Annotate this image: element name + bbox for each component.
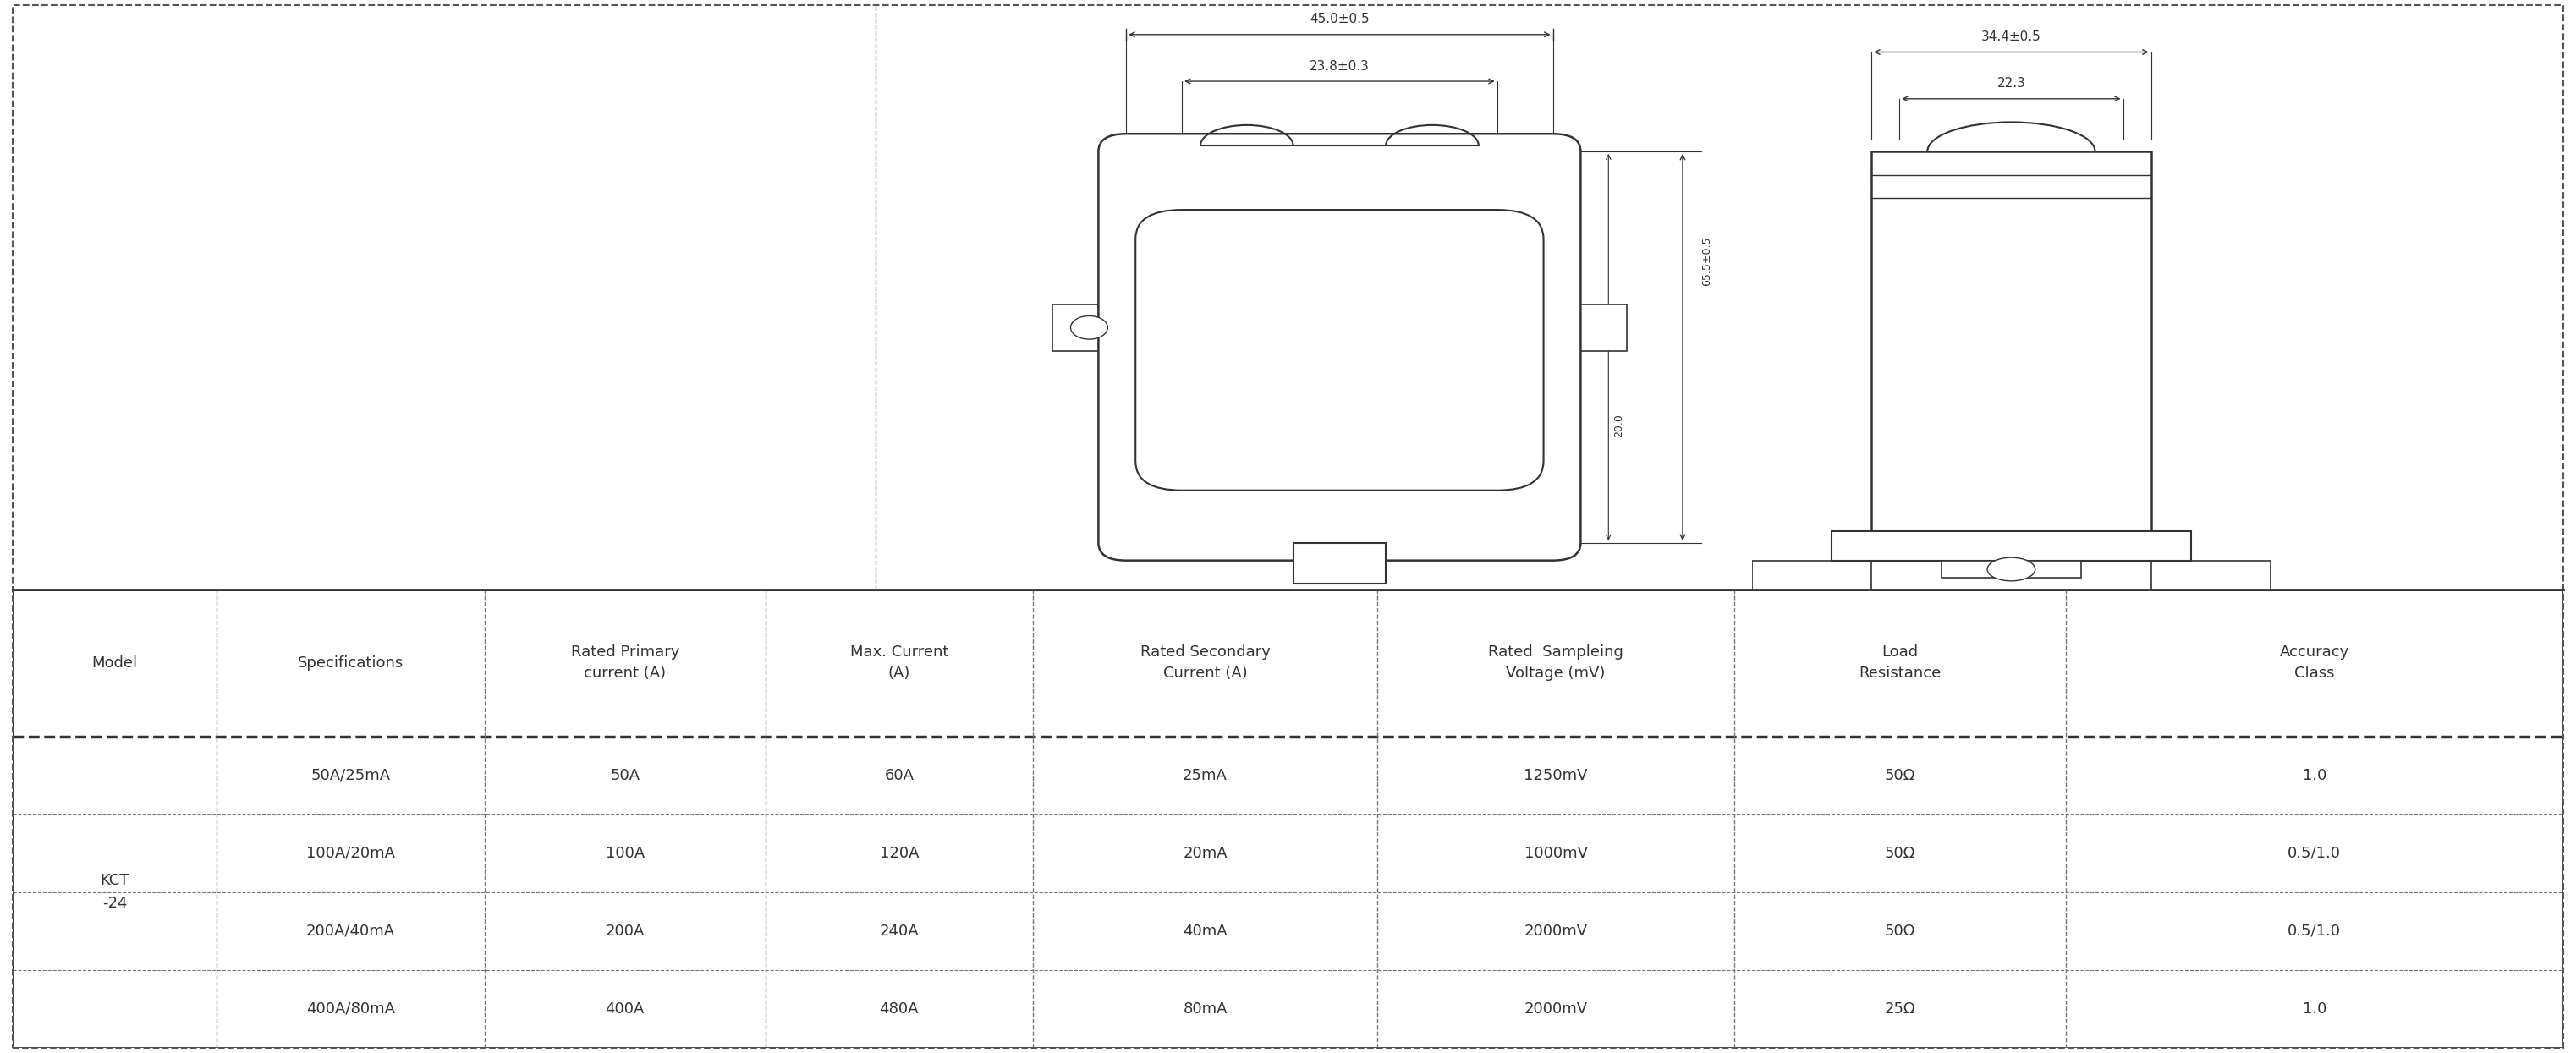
Text: 2000mV: 2000mV	[1525, 923, 1587, 938]
Text: Model: Model	[93, 655, 137, 671]
Text: 45.0±0.5: 45.0±0.5	[1309, 13, 1370, 25]
FancyBboxPatch shape	[1097, 134, 1582, 560]
Text: 40mA: 40mA	[1182, 923, 1226, 938]
Text: 50Ω: 50Ω	[1886, 846, 1917, 860]
Text: 1.0: 1.0	[2303, 768, 2326, 782]
Text: 240A: 240A	[878, 923, 920, 938]
Text: 1.0: 1.0	[2303, 1001, 2326, 1016]
Text: 50A: 50A	[611, 768, 639, 782]
Text: 50Ω: 50Ω	[1886, 923, 1917, 938]
Circle shape	[1072, 316, 1108, 339]
Text: 20mA: 20mA	[1182, 846, 1226, 860]
FancyBboxPatch shape	[1136, 210, 1543, 491]
Text: 1250mV: 1250mV	[1525, 768, 1587, 782]
Bar	[2151, 560, 2272, 608]
Text: Rated Primary
current (A): Rated Primary current (A)	[572, 644, 680, 681]
Text: 65.5±0.5: 65.5±0.5	[1700, 236, 1713, 285]
Ellipse shape	[1986, 557, 2035, 581]
Text: Rated Secondary
Current (A): Rated Secondary Current (A)	[1141, 644, 1270, 681]
Text: 200A/40mA: 200A/40mA	[307, 923, 394, 938]
Bar	[1870, 152, 2151, 532]
Text: 34.4±0.5: 34.4±0.5	[1981, 31, 2040, 43]
Text: 480A: 480A	[878, 1001, 920, 1016]
Text: 80mA: 80mA	[1182, 1001, 1226, 1016]
Bar	[1553, 304, 1628, 351]
Text: Max. Current
(A): Max. Current (A)	[850, 644, 948, 681]
Bar	[1293, 543, 1386, 583]
Bar	[1752, 560, 1870, 608]
Bar	[1832, 531, 2192, 560]
Bar	[1051, 304, 1126, 351]
Text: 50Ω: 50Ω	[1886, 768, 1917, 782]
Text: 100A/20mA: 100A/20mA	[307, 846, 394, 860]
Text: 0.5/1.0: 0.5/1.0	[2287, 846, 2342, 860]
Bar	[1942, 560, 2081, 578]
Text: 50A/25mA: 50A/25mA	[312, 768, 392, 782]
Text: Load
Resistance: Load Resistance	[1860, 644, 1942, 681]
Text: 20.0: 20.0	[1613, 414, 1623, 437]
Text: 120A: 120A	[878, 846, 920, 860]
Text: 25mA: 25mA	[1182, 768, 1229, 782]
Text: 400A: 400A	[605, 1001, 644, 1016]
Text: 0.5/1.0: 0.5/1.0	[2287, 923, 2342, 938]
Text: 60A: 60A	[884, 768, 914, 782]
Text: Specifications: Specifications	[299, 655, 404, 671]
Text: 2000mV: 2000mV	[1525, 1001, 1587, 1016]
Text: Accuracy
Class: Accuracy Class	[2280, 644, 2349, 681]
Text: KCT
-24: KCT -24	[100, 873, 129, 911]
Text: 200A: 200A	[605, 923, 644, 938]
Text: 100A: 100A	[605, 846, 644, 860]
Text: 22.3: 22.3	[1996, 77, 2025, 90]
Text: Rated  Sampleing
Voltage (mV): Rated Sampleing Voltage (mV)	[1489, 644, 1623, 681]
Text: 400A/80mA: 400A/80mA	[307, 1001, 394, 1016]
Text: 1000mV: 1000mV	[1525, 846, 1587, 860]
Text: 23.8±0.3: 23.8±0.3	[1309, 60, 1370, 73]
Text: 25Ω: 25Ω	[1886, 1001, 1917, 1016]
